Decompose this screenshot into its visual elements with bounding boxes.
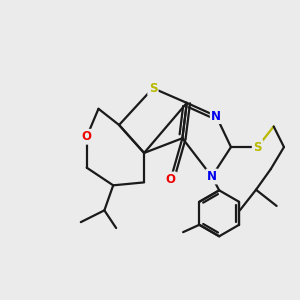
Text: O: O [82, 130, 92, 143]
Text: N: N [207, 170, 217, 183]
Text: S: S [253, 141, 262, 154]
Text: N: N [211, 110, 221, 123]
Text: O: O [166, 173, 176, 186]
Text: S: S [149, 82, 157, 95]
